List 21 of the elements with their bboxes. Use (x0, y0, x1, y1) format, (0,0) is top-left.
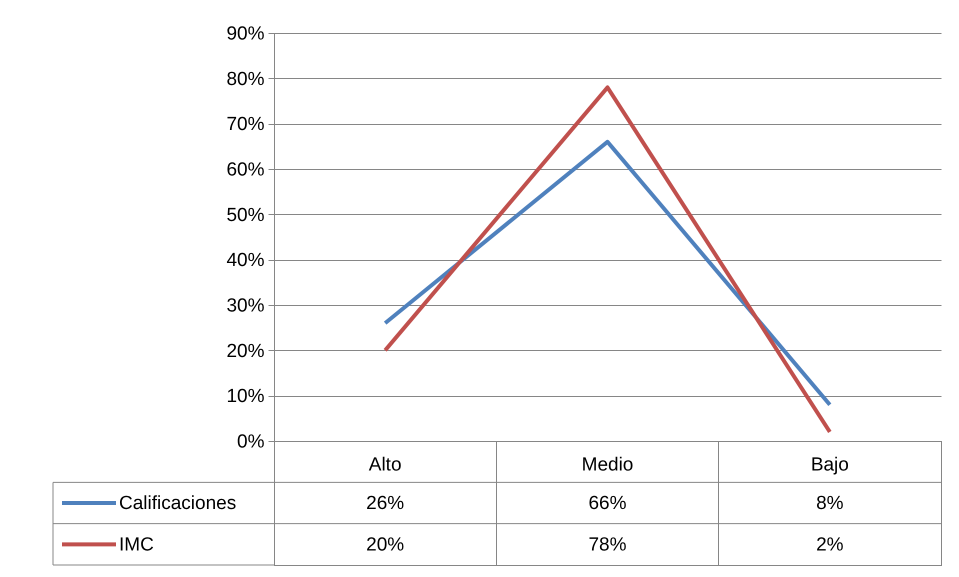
y-tick-label: 90% (226, 24, 265, 44)
data-label: 66% (588, 493, 627, 514)
data-label: 78% (588, 534, 627, 556)
x-tick-label: Bajo (810, 454, 849, 476)
y-tick-label: 70% (226, 114, 265, 136)
data-label: 2% (816, 534, 844, 556)
x-tick-label: Medio (582, 454, 634, 476)
legend-label: IMC (119, 534, 154, 556)
y-tick-label: 0% (237, 432, 265, 452)
legend-label: Calificaciones (119, 493, 236, 514)
y-tick-label: 20% (226, 340, 265, 362)
data-label: 20% (366, 534, 404, 556)
y-tick-label: 10% (226, 386, 265, 408)
y-tick-label: 60% (226, 160, 265, 180)
y-tick-label: 80% (226, 68, 265, 90)
y-tick-label: 30% (226, 296, 265, 316)
y-tick-label: 50% (226, 204, 265, 226)
data-label: 8% (816, 493, 844, 514)
data-label: 26% (366, 493, 404, 514)
x-tick-label: Alto (368, 454, 402, 476)
y-tick-label: 40% (226, 250, 265, 272)
